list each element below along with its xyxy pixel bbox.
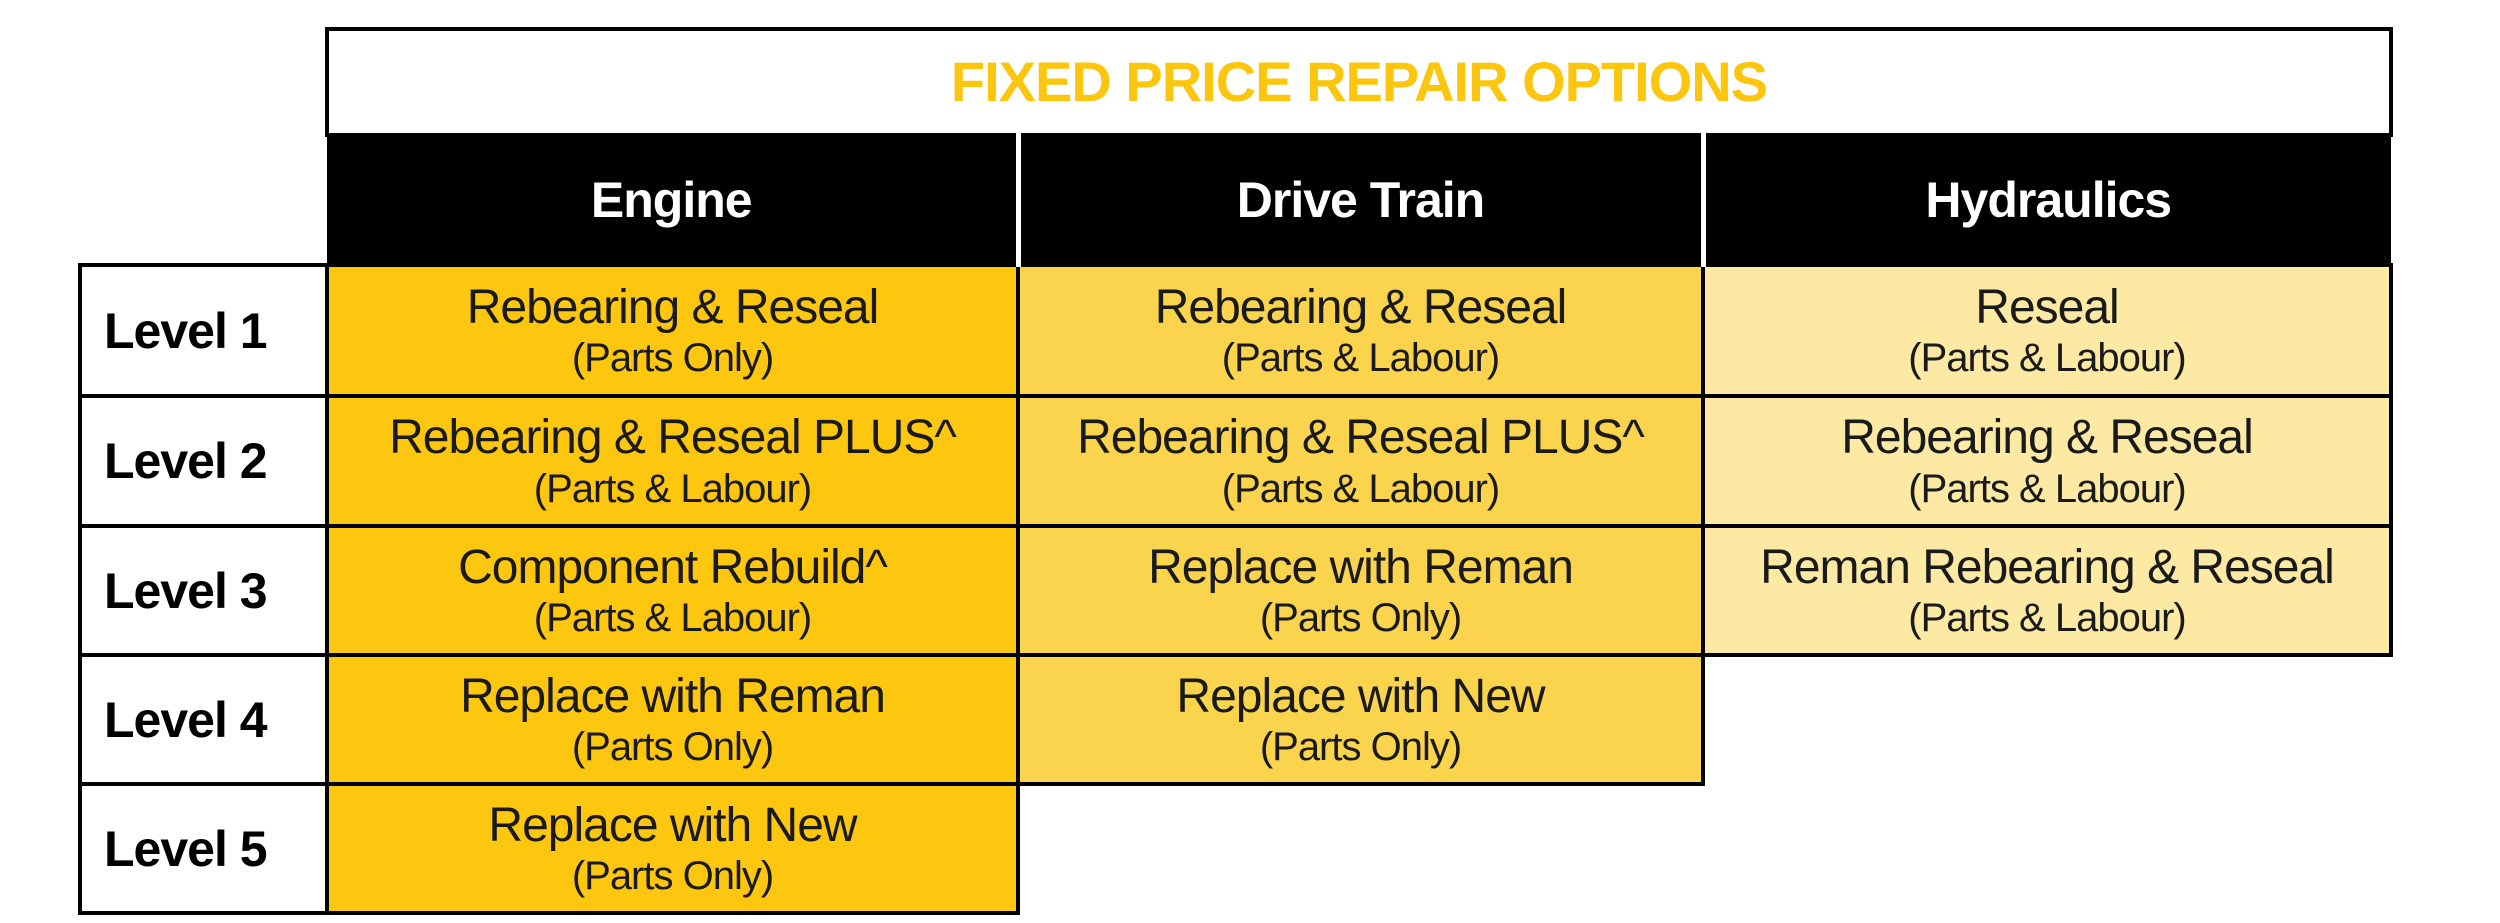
cell-level4-engine: Replace with Reman (Parts Only) xyxy=(325,653,1020,786)
cell-sub-text: (Parts & Labour) xyxy=(1221,336,1500,381)
cell-level5-drive-train-empty xyxy=(1018,784,1703,913)
column-header-drive-train: Drive Train xyxy=(1015,135,1703,265)
cell-level5-hydraulics-empty xyxy=(1703,784,2391,913)
cell-level2-drive-train: Rebearing & Reseal PLUS^ (Parts & Labour… xyxy=(1016,394,1705,528)
cell-sub-text: (Parts & Labour) xyxy=(1908,336,2186,381)
cell-main-text: Component Rebuild^ xyxy=(458,540,888,594)
table-row-level-5: Level 5 Replace with New (Parts Only) xyxy=(78,782,2391,915)
cell-main-text: Replace with Reman xyxy=(460,669,886,723)
cell-level4-hydraulics-empty xyxy=(1703,655,2391,784)
cell-sub-text: (Parts & Labour) xyxy=(533,596,812,641)
cell-main-text: Replace with Reman xyxy=(1148,540,1574,594)
cell-main-text: Rebearing & Reseal xyxy=(1841,411,2254,465)
row-label-level-5: Level 5 xyxy=(78,782,329,915)
cell-sub-text: (Parts & Labour) xyxy=(1908,466,2186,511)
row-label-level-1: Level 1 xyxy=(78,263,329,398)
cell-sub-text: (Parts Only) xyxy=(1259,725,1462,770)
cell-main-text: Rebearing & Reseal xyxy=(466,280,880,334)
cell-sub-text: (Parts & Labour) xyxy=(1221,466,1500,511)
cell-main-text: Reseal xyxy=(1975,280,2119,334)
cell-level2-engine: Rebearing & Reseal PLUS^ (Parts & Labour… xyxy=(325,394,1020,528)
page-title: FIXED PRICE REPAIR OPTIONS xyxy=(950,50,1768,113)
table-row-level-4: Level 4 Replace with Reman (Parts Only) … xyxy=(78,653,2391,786)
cell-main-text: Replace with New xyxy=(488,798,857,852)
cell-level5-engine: Replace with New (Parts Only) xyxy=(325,782,1020,915)
table-title-cell: FIXED PRICE REPAIR OPTIONS xyxy=(324,27,2394,137)
cell-main-text: Rebearing & Reseal PLUS^ xyxy=(1077,411,1645,465)
row-label-level-3: Level 3 xyxy=(78,524,329,657)
fixed-price-repair-table: FIXED PRICE REPAIR OPTIONS Engine Drive … xyxy=(78,27,2394,915)
cell-level3-drive-train: Replace with Reman (Parts Only) xyxy=(1016,524,1705,657)
row-label-level-4: Level 4 xyxy=(78,653,329,786)
cell-sub-text: (Parts & Labour) xyxy=(533,466,812,511)
cell-level2-hydraulics: Rebearing & Reseal (Parts & Labour) xyxy=(1700,394,2394,528)
cell-main-text: Replace with New xyxy=(1176,669,1545,723)
cell-main-text: Rebearing & Reseal xyxy=(1154,280,1568,334)
cell-level4-drive-train: Replace with New (Parts Only) xyxy=(1016,653,1705,786)
row-label-level-2: Level 2 xyxy=(78,394,329,528)
column-header-engine: Engine xyxy=(327,135,1018,265)
cell-main-text: Rebearing & Reseal PLUS^ xyxy=(389,411,957,465)
title-row-spacer xyxy=(80,29,327,135)
table-row-level-2: Level 2 Rebearing & Reseal PLUS^ (Parts … xyxy=(78,394,2394,528)
cell-sub-text: (Parts Only) xyxy=(1259,596,1462,641)
table-row-level-1: Level 1 Rebearing & Reseal (Parts Only) … xyxy=(78,263,2394,398)
cell-sub-text: (Parts Only) xyxy=(571,336,774,381)
cell-sub-text: (Parts Only) xyxy=(571,854,774,899)
cell-level1-drive-train: Rebearing & Reseal (Parts & Labour) xyxy=(1016,263,1705,398)
cell-level1-hydraulics: Reseal (Parts & Labour) xyxy=(1700,263,2394,398)
column-header-row: Engine Drive Train Hydraulics xyxy=(80,135,2392,265)
cell-main-text: Reman Rebearing & Reseal xyxy=(1760,540,2335,594)
header-row-spacer xyxy=(80,135,327,265)
column-header-hydraulics: Hydraulics xyxy=(1700,135,2392,265)
cell-level1-engine: Rebearing & Reseal (Parts Only) xyxy=(325,263,1020,398)
cell-level3-hydraulics: Reman Rebearing & Reseal (Parts & Labour… xyxy=(1700,524,2394,657)
cell-level3-engine: Component Rebuild^ (Parts & Labour) xyxy=(325,524,1020,657)
title-row: FIXED PRICE REPAIR OPTIONS xyxy=(80,27,2394,137)
table-row-level-3: Level 3 Component Rebuild^ (Parts & Labo… xyxy=(78,524,2394,657)
cell-sub-text: (Parts & Labour) xyxy=(1908,596,2186,641)
cell-sub-text: (Parts Only) xyxy=(571,725,774,770)
